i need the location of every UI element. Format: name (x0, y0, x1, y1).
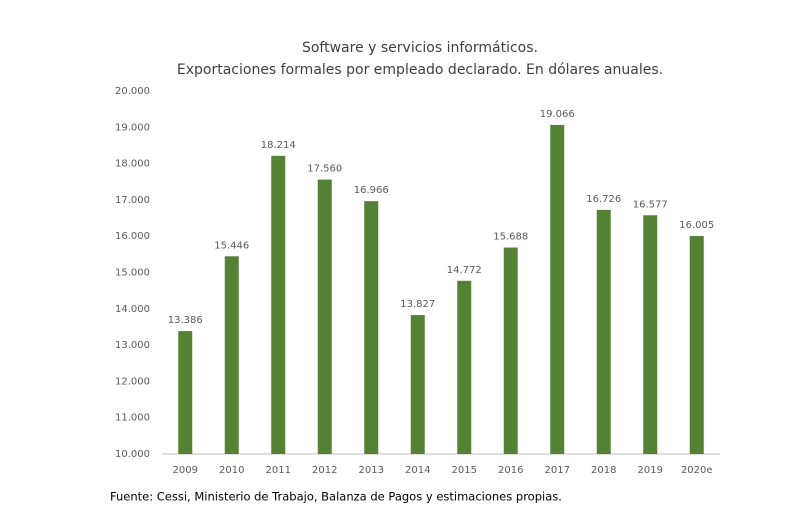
y-tick-label: 10.000 (115, 449, 150, 460)
x-tick-label: 2018 (591, 465, 616, 476)
y-tick-label: 11.000 (115, 413, 150, 424)
chart-subtitle: Exportaciones formales por empleado decl… (177, 62, 663, 78)
bar (410, 315, 425, 454)
chart-title: Software y servicios informáticos. (302, 40, 538, 56)
y-tick-label: 12.000 (115, 376, 150, 387)
x-tick-label: 2013 (359, 465, 384, 476)
bar (596, 209, 611, 454)
x-tick-label: 2017 (545, 465, 570, 476)
value-label: 16.726 (586, 194, 621, 205)
y-tick-label: 13.000 (115, 340, 150, 351)
bar (178, 331, 193, 454)
value-label: 15.688 (493, 232, 528, 243)
x-tick-label: 2015 (452, 465, 477, 476)
value-label: 16.005 (679, 220, 714, 231)
bar (224, 256, 239, 454)
x-tick-label: 2020e (681, 465, 713, 476)
value-label: 19.066 (540, 109, 575, 120)
x-tick-label: 2014 (405, 465, 430, 476)
x-tick-label: 2019 (638, 465, 663, 476)
value-label: 15.446 (214, 240, 249, 251)
bar (689, 236, 704, 454)
y-tick-label: 16.000 (115, 231, 150, 242)
bar (317, 179, 332, 454)
y-tick-label: 19.000 (115, 122, 150, 133)
x-tick-label: 2012 (312, 465, 337, 476)
value-label: 13.827 (400, 299, 435, 310)
value-label: 14.772 (447, 265, 482, 276)
value-label: 16.577 (633, 199, 668, 210)
source-note: Fuente: Cessi, Ministerio de Trabajo, Ba… (110, 490, 562, 504)
value-label: 17.560 (307, 164, 342, 175)
x-tick-label: 2011 (266, 465, 291, 476)
y-tick-label: 15.000 (115, 268, 150, 279)
y-tick-label: 20.000 (115, 86, 150, 97)
x-tick-label: 2016 (498, 465, 523, 476)
y-tick-label: 14.000 (115, 304, 150, 315)
value-label: 13.386 (168, 315, 203, 326)
bar (457, 280, 472, 454)
bar (503, 247, 518, 454)
bar (550, 124, 565, 454)
x-tick-label: 2009 (173, 465, 198, 476)
value-label: 18.214 (261, 140, 296, 151)
bar (271, 155, 286, 455)
y-tick-label: 18.000 (115, 159, 150, 170)
value-label: 16.966 (354, 185, 389, 196)
bar (643, 215, 658, 454)
y-tick-label: 17.000 (115, 195, 150, 206)
x-tick-label: 2010 (219, 465, 244, 476)
bar (364, 201, 379, 454)
